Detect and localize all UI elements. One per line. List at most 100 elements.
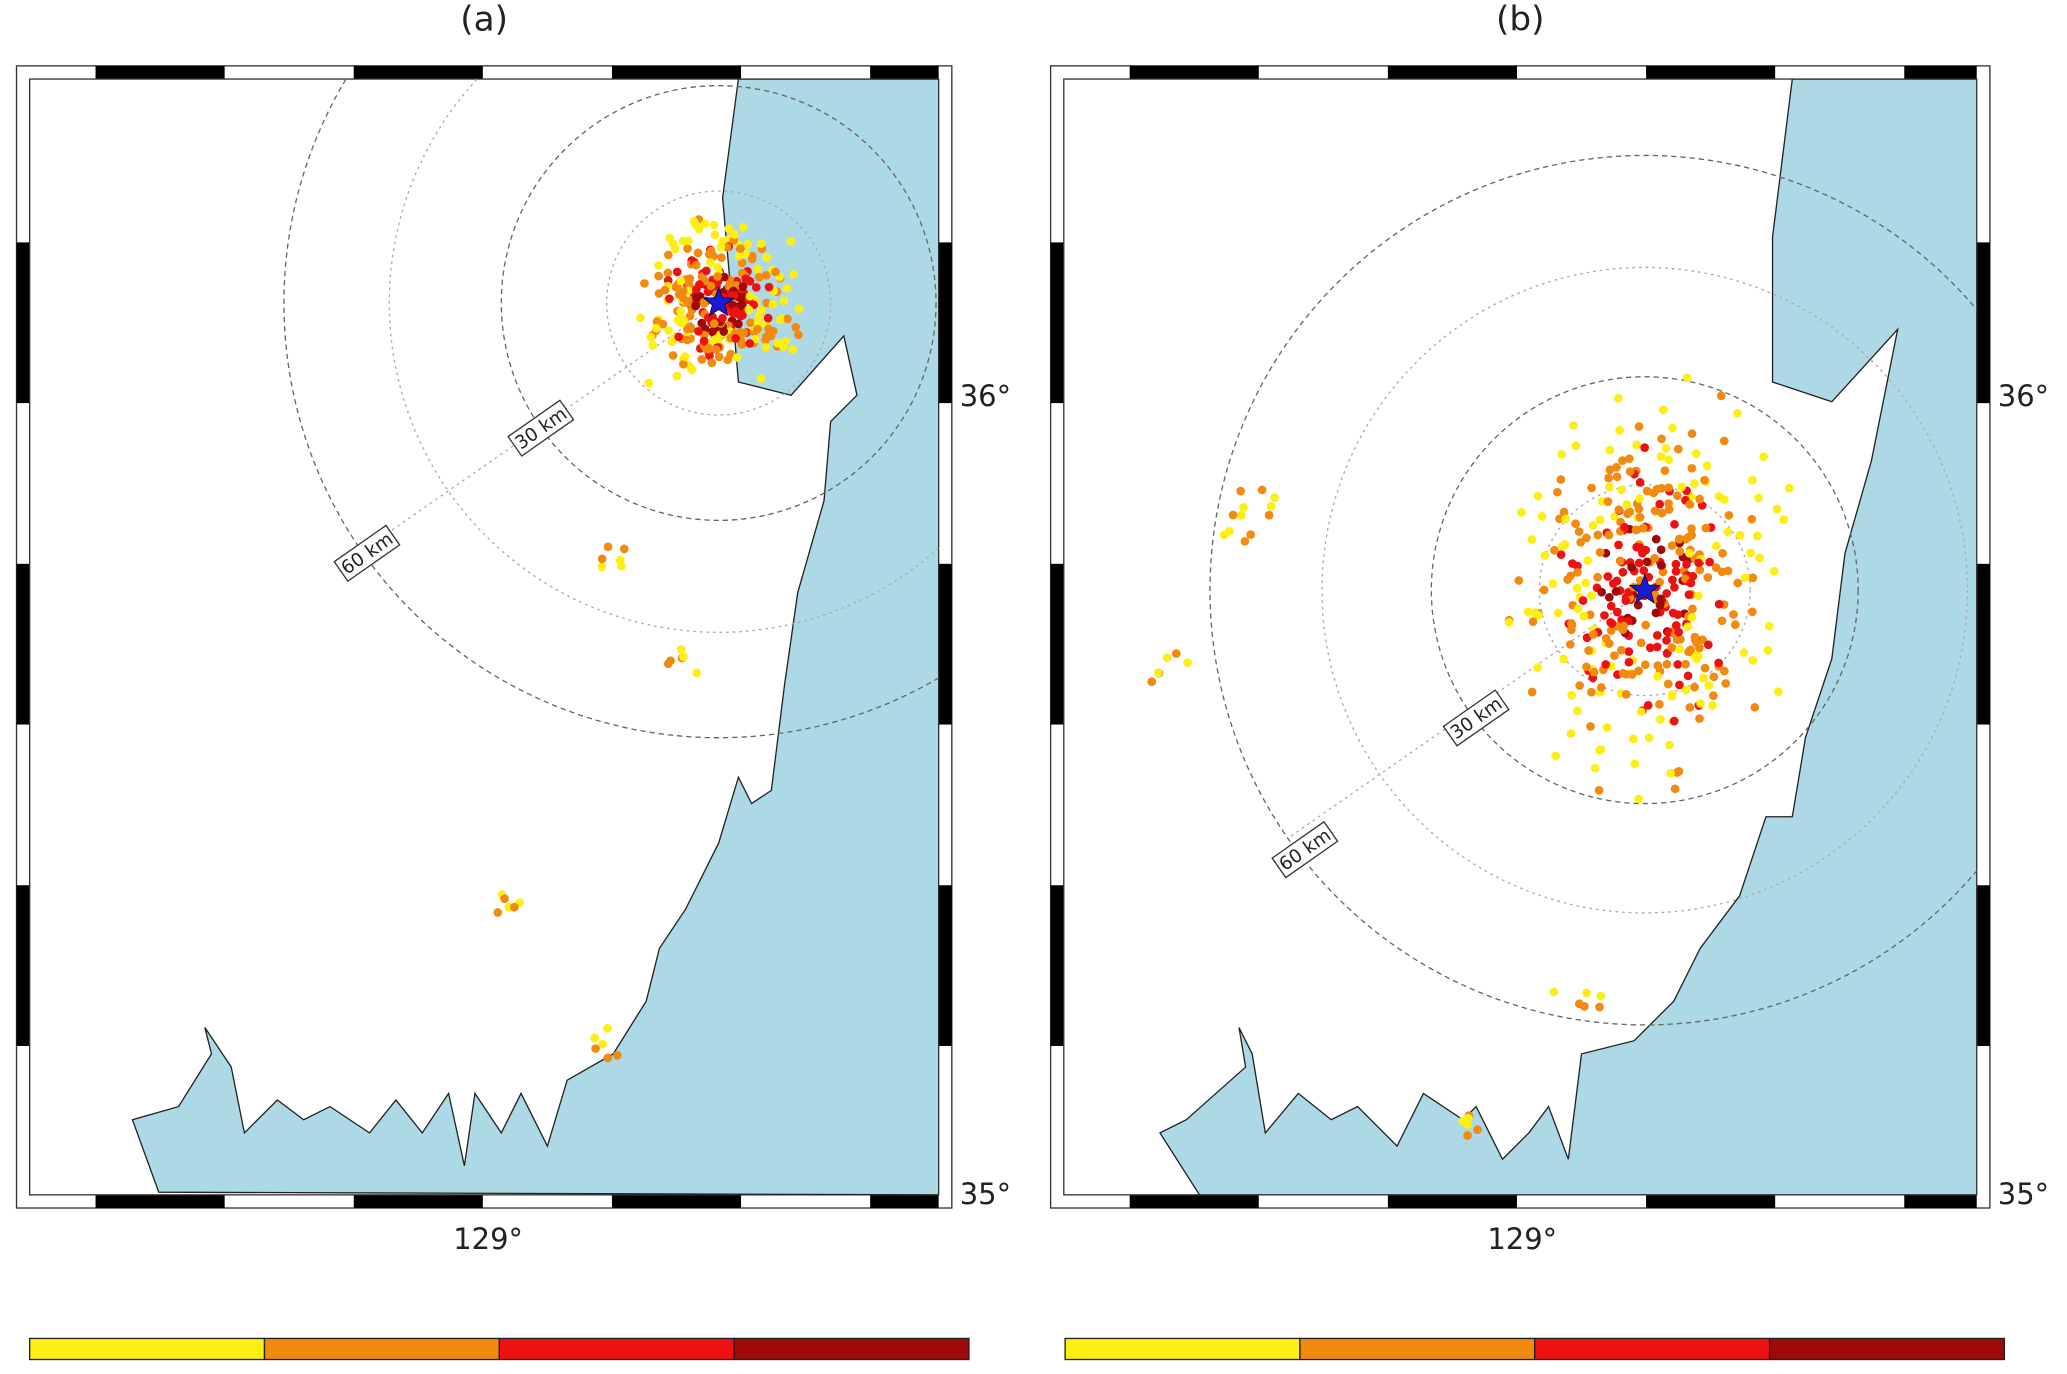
intensity-dot [691, 260, 701, 270]
intensity-dot [1618, 567, 1628, 577]
intensity-dot [1655, 699, 1664, 709]
intensity-dot [1714, 658, 1723, 668]
frame-tick [95, 1194, 225, 1209]
intensity-dot [668, 351, 678, 360]
intensity-dot [1582, 533, 1591, 543]
intensity-dot [1565, 640, 1575, 649]
intensity-dot [1617, 485, 1626, 495]
lat-label: 36° [1998, 379, 2049, 413]
intensity-dot [1644, 733, 1654, 743]
intensity-dot [1696, 699, 1705, 708]
intensity-dot [1673, 444, 1683, 454]
intensity-dot [685, 274, 695, 284]
frame-tick [1050, 563, 1064, 725]
intensity-dot [1672, 635, 1682, 645]
intensity-dot [692, 668, 702, 678]
intensity-dot [1548, 579, 1558, 588]
frame-tick [353, 65, 483, 80]
intensity-dot [615, 555, 625, 565]
intensity-dot [1587, 483, 1596, 493]
intensity-dot [1605, 445, 1615, 455]
intensity-dot [1539, 585, 1549, 595]
intensity-dot [1533, 663, 1543, 672]
intensity-dot [724, 224, 734, 234]
intensity-dot [612, 1051, 622, 1060]
intensity-dot [1594, 786, 1604, 795]
intensity-dot [1236, 486, 1246, 496]
ring-label-box [1271, 820, 1339, 879]
intensity-dot [1655, 499, 1665, 509]
intensity-dot [1656, 714, 1665, 724]
intensity-dot [687, 365, 697, 375]
intensity-dot [1605, 482, 1614, 492]
intensity-dot [1665, 740, 1674, 750]
intensity-dot [1612, 472, 1622, 482]
intensity-dot [1666, 768, 1676, 778]
intensity-dot [1702, 461, 1712, 471]
intensity-dot [1685, 703, 1695, 712]
intensity-dot [1575, 681, 1585, 690]
intensity-dot [665, 233, 675, 243]
intensity-dot [754, 272, 764, 282]
intensity-dot [711, 345, 721, 354]
intensity-dot [1603, 572, 1613, 581]
intensity-dot [691, 301, 700, 311]
intensity-dot [591, 1044, 600, 1053]
intensity-dot [1660, 466, 1670, 475]
intensity-dot [702, 266, 711, 276]
intensity-dot [1638, 523, 1648, 533]
intensity-dot [1588, 630, 1598, 639]
intensity-dot [1683, 671, 1693, 681]
intensity-dot [1601, 660, 1611, 669]
intensity-dot [1153, 668, 1163, 678]
intensity-dot [1559, 654, 1568, 664]
intensity-dot [1566, 729, 1576, 738]
intensity-dot [679, 359, 688, 369]
intensity-dot [1636, 707, 1646, 717]
intensity-dot [748, 251, 757, 261]
intensity-dot [1655, 577, 1665, 587]
intensity-dot [1701, 523, 1711, 533]
intensity-dot [756, 239, 766, 249]
intensity-dot [1677, 482, 1686, 492]
intensity-dot [1619, 621, 1628, 631]
intensity-dot [1662, 659, 1672, 669]
intensity-dot [1616, 645, 1626, 655]
intensity-dot [691, 293, 701, 302]
intensity-dot [1635, 494, 1644, 503]
intensity-dot [1624, 647, 1634, 656]
intensity-dot [738, 222, 748, 232]
frame-tick [611, 1194, 742, 1209]
intensity-dot [1559, 507, 1569, 517]
intensity-dot [1750, 703, 1760, 712]
intensity-dot [1748, 573, 1758, 583]
intensity-dot [1573, 567, 1582, 577]
intensity-dot [693, 248, 703, 258]
intensity-dot [746, 318, 755, 328]
intensity-dot [1569, 421, 1578, 430]
intensity-dot [1612, 462, 1621, 472]
frame-tick [938, 885, 952, 1046]
intensity-dot [709, 319, 719, 328]
intensity-dot [731, 306, 740, 316]
intensity-dot [794, 330, 803, 340]
intensity-dot [646, 332, 656, 342]
intensity-dot [1784, 483, 1794, 493]
intensity-dot [1517, 507, 1526, 517]
intensity-dot [654, 261, 663, 270]
intensity-dot [794, 304, 804, 314]
intensity-dot [1270, 493, 1279, 502]
intensity-dot [705, 250, 714, 259]
intensity-dot [1717, 616, 1727, 626]
ring-label-box [507, 399, 575, 457]
intensity-dot [1754, 493, 1763, 503]
intensity-dot [1755, 553, 1764, 563]
intensity-dot [1593, 530, 1603, 540]
intensity-dot [783, 314, 792, 324]
intensity-dot [1685, 500, 1695, 509]
intensity-dot [1690, 632, 1700, 642]
intensity-dot [1612, 576, 1622, 586]
intensity-dot [1717, 567, 1727, 577]
intensity-dot [1566, 571, 1575, 581]
intensity-dot [1633, 600, 1643, 610]
